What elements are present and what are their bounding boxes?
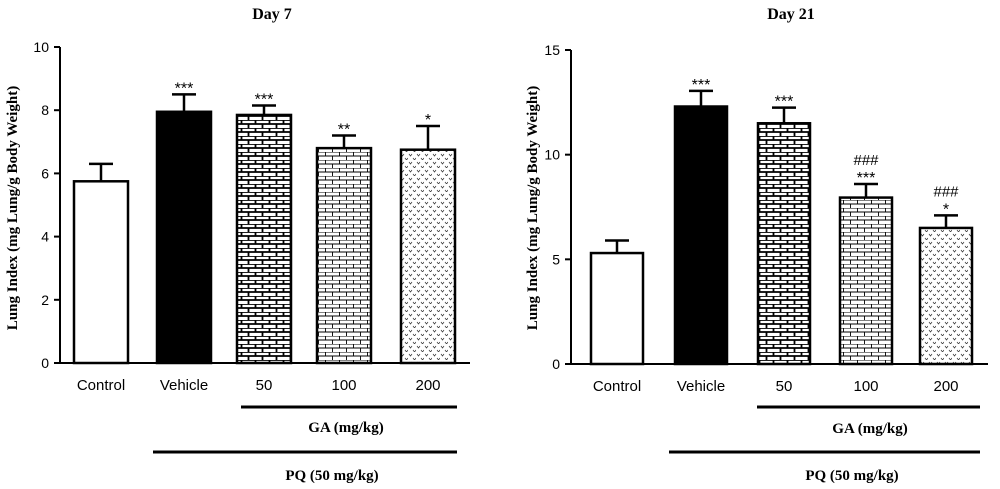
chart-title: Day 21 [767,6,815,23]
significance-label: *** [255,91,274,108]
y-tick-label: 8 [41,102,49,118]
bars: *********###*### [589,77,974,366]
bar [72,180,130,365]
bar [235,113,293,365]
bar [155,110,213,365]
x-tick-labels: Control Vehicle 50 100 200 [593,378,959,395]
significance-label: * [943,201,949,218]
bars: ********* [72,80,457,365]
y-axis-label: Lung Index (mg Lung/g Body Weight) [5,86,21,330]
chart-title: Day 7 [252,6,292,23]
y-axis-label: Lung Index (mg Lung/g Body Weight) [525,86,541,330]
bar [399,148,457,365]
x-tick-label: Control [593,378,641,395]
pq-label: PQ (50 mg/kg) [805,468,898,484]
bar [315,146,373,365]
x-tick-label: 50 [256,377,273,394]
x-tick-label: Vehicle [677,378,725,395]
y-tick-label: 0 [41,355,49,371]
bar [673,105,729,366]
y-tick-label: 10 [544,147,560,163]
y-tick-label: 4 [41,229,49,245]
significance-label: * [425,112,431,129]
x-tick-labels: Control Vehicle 50 100 200 [77,377,441,394]
y-tick-label: 2 [41,292,49,308]
bar [838,196,894,366]
x-tick-label: 200 [933,378,958,395]
significance-label: *** [692,77,711,94]
bar [589,251,645,366]
x-tick-label: 100 [331,377,356,394]
significance-label: *** [857,170,876,187]
y-tick-label: 10 [33,39,49,55]
y-tick-label: 0 [552,356,560,372]
ga-label: GA (mg/kg) [832,421,907,437]
y-tick-label: 5 [552,251,560,267]
x-tick-label: Control [77,377,125,394]
y-tick-label: 15 [544,42,560,58]
bar [918,226,974,366]
x-tick-label: Vehicle [160,377,208,394]
x-tick-label: 50 [776,378,793,395]
y-tick-label: 6 [41,165,49,181]
pq-label: PQ (50 mg/kg) [285,468,378,484]
x-tick-label: 200 [415,377,440,394]
bar [756,122,812,366]
significance-label-secondary: ### [933,183,959,200]
significance-label: *** [175,80,194,97]
x-tick-label: 100 [853,378,878,395]
ga-label: GA (mg/kg) [308,420,383,436]
significance-label-secondary: ### [853,152,879,169]
significance-label: ** [338,121,350,138]
significance-label: *** [775,94,794,111]
chart-day7: Day 7 Lung Index (mg Lung/g Body Weight)… [5,6,470,484]
chart-day21: Day 21 Lung Index (mg Lung/g Body Weight… [525,6,988,484]
